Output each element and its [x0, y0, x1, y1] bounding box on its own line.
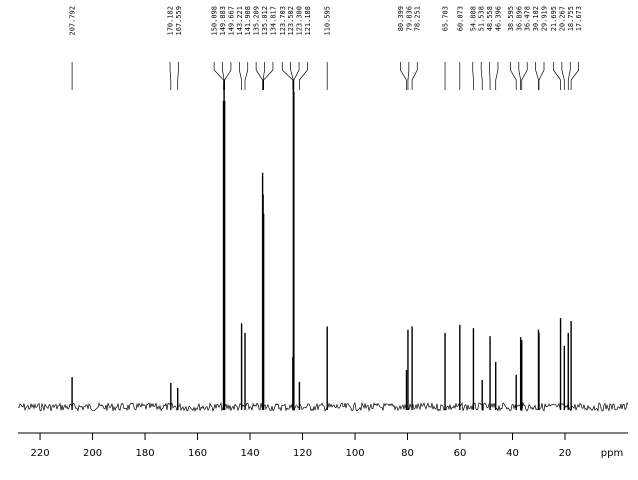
peak-label: 149.883: [219, 6, 227, 36]
x-tick-label: 120: [293, 448, 312, 459]
peak-label-leader: [407, 62, 410, 90]
peak-label-leader: [293, 62, 300, 90]
x-axis-label: ppm: [601, 448, 623, 459]
peak-label: 48.558: [486, 6, 494, 31]
x-tick-label: 160: [188, 448, 207, 459]
peak-label: 123.703: [279, 6, 287, 36]
peak-label-leader: [238, 62, 242, 90]
peak-label-leader: [281, 62, 294, 90]
peak-label-leader: [213, 62, 224, 90]
peak-label-leader: [521, 62, 528, 90]
peak-label: 20.267: [558, 6, 566, 31]
peak-label: 36.896: [515, 6, 523, 31]
peak-label-leader: [411, 62, 418, 90]
peak-label-leader: [567, 62, 571, 90]
peak-label: 135.209: [253, 6, 261, 36]
peak-label-leader: [553, 62, 561, 90]
peak-label: 149.667: [227, 6, 235, 36]
peak-label: 51.538: [478, 6, 486, 31]
peak-label-leader: [535, 62, 539, 90]
peak-label: 207.792: [69, 6, 77, 36]
peak-label: 18.755: [567, 6, 575, 31]
peak-label: 65.703: [442, 6, 450, 31]
peak-label-leader: [244, 62, 249, 90]
x-tick-label: 140: [240, 448, 259, 459]
peak-label-leader: [290, 62, 294, 90]
peak-label: 150.098: [211, 6, 219, 36]
peak-label-leader: [177, 62, 179, 90]
peak-label: 38.595: [507, 6, 515, 31]
peak-label-leader: [495, 62, 499, 90]
peak-label: 80.399: [397, 6, 405, 31]
peak-label: 54.888: [469, 6, 477, 31]
peak-label: 21.695: [550, 6, 558, 31]
peak-label-leader: [480, 62, 483, 90]
peak-label-leader: [561, 62, 565, 90]
peak-label: 135.012: [261, 6, 269, 36]
peak-label-leader: [224, 62, 232, 90]
x-tick-label: 180: [135, 448, 154, 459]
peak-label-leader: [299, 62, 308, 90]
peak-label-leader: [400, 62, 407, 90]
x-tick-label: 80: [401, 448, 414, 459]
peak-label-leader: [570, 62, 580, 90]
x-tick-label: 100: [345, 448, 364, 459]
peak-label: 60.073: [456, 6, 464, 31]
x-tick-label: 220: [31, 448, 50, 459]
x-tick-label: 40: [506, 448, 519, 459]
peak-label-leader: [222, 62, 225, 90]
peak-label-leader: [262, 62, 265, 90]
peak-label: 46.396: [494, 6, 502, 31]
peak-label-leader: [518, 62, 522, 90]
peak-label: 123.300: [296, 6, 304, 36]
peak-label: 134.817: [269, 6, 277, 36]
peak-label: 121.188: [304, 6, 312, 36]
peak-label-leader: [255, 62, 263, 90]
peak-label: 79.836: [405, 6, 413, 31]
peak-label-leader: [169, 62, 172, 90]
peak-label: 17.673: [575, 6, 583, 31]
peak-label: 143.221: [236, 6, 244, 36]
peak-label: 123.502: [287, 6, 295, 36]
peak-label-leader: [510, 62, 517, 90]
peak-label-leader: [263, 62, 274, 90]
baseline-noise: [17, 401, 629, 413]
peak-label: 78.251: [414, 6, 422, 31]
peak-label: 170.182: [167, 6, 175, 36]
peak-label: 29.919: [541, 6, 549, 31]
x-tick-label: 20: [559, 448, 572, 459]
x-tick-label: 60: [454, 448, 467, 459]
peak-label: 167.559: [175, 6, 183, 36]
peak-label-leader: [472, 62, 474, 90]
peak-label: 36.478: [524, 6, 532, 31]
peak-label-leader: [538, 62, 545, 90]
x-tick-label: 200: [83, 448, 102, 459]
peak-label: 110.595: [324, 6, 332, 36]
peak-label: 30.102: [532, 6, 540, 31]
peak-label: 141.908: [244, 6, 252, 36]
